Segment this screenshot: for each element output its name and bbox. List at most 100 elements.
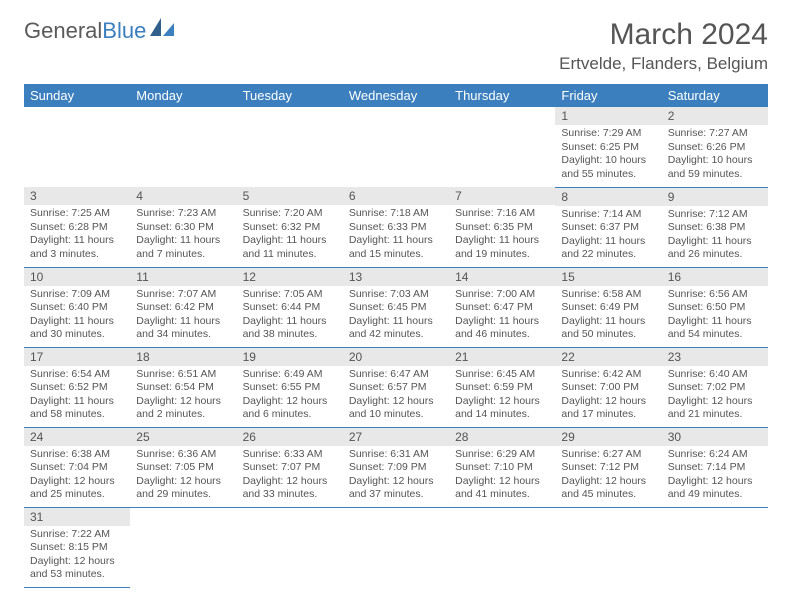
calendar-day-cell [555, 507, 661, 587]
day-number: 15 [555, 268, 661, 286]
calendar-day-cell: 15Sunrise: 6:58 AMSunset: 6:49 PMDayligh… [555, 267, 661, 347]
sunrise-text: Sunrise: 6:51 AM [136, 368, 230, 382]
calendar-day-cell: 4Sunrise: 7:23 AMSunset: 6:30 PMDaylight… [130, 187, 236, 267]
calendar-day-cell: 23Sunrise: 6:40 AMSunset: 7:02 PMDayligh… [662, 347, 768, 427]
sunset-text: Sunset: 6:52 PM [30, 381, 124, 395]
daylight-text: Daylight: 12 hours and 33 minutes. [243, 475, 337, 502]
day-number: 3 [24, 187, 130, 205]
calendar-day-cell: 22Sunrise: 6:42 AMSunset: 7:00 PMDayligh… [555, 347, 661, 427]
day-details: Sunrise: 7:03 AMSunset: 6:45 PMDaylight:… [343, 286, 449, 347]
calendar-day-cell [130, 107, 236, 187]
sunrise-text: Sunrise: 6:42 AM [561, 368, 655, 382]
calendar-week-row: 1Sunrise: 7:29 AMSunset: 6:25 PMDaylight… [24, 107, 768, 187]
calendar-day-cell: 12Sunrise: 7:05 AMSunset: 6:44 PMDayligh… [237, 267, 343, 347]
daylight-text: Daylight: 12 hours and 2 minutes. [136, 395, 230, 422]
calendar-day-cell: 7Sunrise: 7:16 AMSunset: 6:35 PMDaylight… [449, 187, 555, 267]
sunset-text: Sunset: 6:32 PM [243, 221, 337, 235]
sunset-text: Sunset: 8:15 PM [30, 541, 124, 555]
calendar-day-cell: 21Sunrise: 6:45 AMSunset: 6:59 PMDayligh… [449, 347, 555, 427]
calendar-day-cell: 5Sunrise: 7:20 AMSunset: 6:32 PMDaylight… [237, 187, 343, 267]
sunset-text: Sunset: 6:57 PM [349, 381, 443, 395]
day-number: 25 [130, 428, 236, 446]
calendar-day-cell: 14Sunrise: 7:00 AMSunset: 6:47 PMDayligh… [449, 267, 555, 347]
day-number: 8 [555, 188, 661, 206]
day-number: 24 [24, 428, 130, 446]
calendar-day-cell: 1Sunrise: 7:29 AMSunset: 6:25 PMDaylight… [555, 107, 661, 187]
day-details: Sunrise: 6:27 AMSunset: 7:12 PMDaylight:… [555, 446, 661, 507]
daylight-text: Daylight: 12 hours and 49 minutes. [668, 475, 762, 502]
calendar-day-cell: 30Sunrise: 6:24 AMSunset: 7:14 PMDayligh… [662, 427, 768, 507]
day-number: 21 [449, 348, 555, 366]
sunset-text: Sunset: 6:28 PM [30, 221, 124, 235]
calendar-day-cell: 19Sunrise: 6:49 AMSunset: 6:55 PMDayligh… [237, 347, 343, 427]
sunrise-text: Sunrise: 6:49 AM [243, 368, 337, 382]
daylight-text: Daylight: 11 hours and 3 minutes. [30, 234, 124, 261]
day-number: 7 [449, 187, 555, 205]
sunrise-text: Sunrise: 7:29 AM [561, 127, 655, 141]
day-number: 18 [130, 348, 236, 366]
day-number: 6 [343, 187, 449, 205]
daylight-text: Daylight: 12 hours and 21 minutes. [668, 395, 762, 422]
sunrise-text: Sunrise: 6:27 AM [561, 448, 655, 462]
sunset-text: Sunset: 6:54 PM [136, 381, 230, 395]
sunset-text: Sunset: 7:09 PM [349, 461, 443, 475]
day-details: Sunrise: 7:12 AMSunset: 6:38 PMDaylight:… [662, 206, 768, 267]
day-number: 4 [130, 187, 236, 205]
calendar-day-cell: 10Sunrise: 7:09 AMSunset: 6:40 PMDayligh… [24, 267, 130, 347]
sunrise-text: Sunrise: 6:24 AM [668, 448, 762, 462]
sunset-text: Sunset: 6:42 PM [136, 301, 230, 315]
calendar-day-cell: 11Sunrise: 7:07 AMSunset: 6:42 PMDayligh… [130, 267, 236, 347]
sunset-text: Sunset: 6:50 PM [668, 301, 762, 315]
calendar-day-cell: 25Sunrise: 6:36 AMSunset: 7:05 PMDayligh… [130, 427, 236, 507]
day-details: Sunrise: 7:22 AMSunset: 8:15 PMDaylight:… [24, 526, 130, 587]
day-number: 17 [24, 348, 130, 366]
day-number: 26 [237, 428, 343, 446]
day-number: 1 [555, 107, 661, 125]
sunrise-text: Sunrise: 6:38 AM [30, 448, 124, 462]
sunrise-text: Sunrise: 6:36 AM [136, 448, 230, 462]
daylight-text: Daylight: 11 hours and 34 minutes. [136, 315, 230, 342]
day-number: 2 [662, 107, 768, 125]
day-number: 27 [343, 428, 449, 446]
weekday-header: Friday [555, 84, 661, 107]
weekday-header: Sunday [24, 84, 130, 107]
sunrise-text: Sunrise: 6:54 AM [30, 368, 124, 382]
calendar-week-row: 31Sunrise: 7:22 AMSunset: 8:15 PMDayligh… [24, 507, 768, 587]
calendar-day-cell [237, 507, 343, 587]
weekday-header: Saturday [662, 84, 768, 107]
sunrise-text: Sunrise: 7:09 AM [30, 288, 124, 302]
daylight-text: Daylight: 12 hours and 37 minutes. [349, 475, 443, 502]
day-details: Sunrise: 6:40 AMSunset: 7:02 PMDaylight:… [662, 366, 768, 427]
calendar-day-cell: 3Sunrise: 7:25 AMSunset: 6:28 PMDaylight… [24, 187, 130, 267]
day-details: Sunrise: 6:31 AMSunset: 7:09 PMDaylight:… [343, 446, 449, 507]
sunset-text: Sunset: 6:33 PM [349, 221, 443, 235]
calendar-day-cell: 29Sunrise: 6:27 AMSunset: 7:12 PMDayligh… [555, 427, 661, 507]
day-number: 12 [237, 268, 343, 286]
daylight-text: Daylight: 11 hours and 54 minutes. [668, 315, 762, 342]
sunrise-text: Sunrise: 6:33 AM [243, 448, 337, 462]
logo-text-2: Blue [102, 18, 146, 44]
daylight-text: Daylight: 11 hours and 30 minutes. [30, 315, 124, 342]
sunrise-text: Sunrise: 6:56 AM [668, 288, 762, 302]
calendar-week-row: 10Sunrise: 7:09 AMSunset: 6:40 PMDayligh… [24, 267, 768, 347]
calendar-day-cell: 26Sunrise: 6:33 AMSunset: 7:07 PMDayligh… [237, 427, 343, 507]
day-number: 29 [555, 428, 661, 446]
daylight-text: Daylight: 12 hours and 41 minutes. [455, 475, 549, 502]
daylight-text: Daylight: 11 hours and 7 minutes. [136, 234, 230, 261]
day-details: Sunrise: 7:25 AMSunset: 6:28 PMDaylight:… [24, 205, 130, 266]
daylight-text: Daylight: 12 hours and 17 minutes. [561, 395, 655, 422]
sunset-text: Sunset: 6:44 PM [243, 301, 337, 315]
calendar-day-cell: 28Sunrise: 6:29 AMSunset: 7:10 PMDayligh… [449, 427, 555, 507]
day-details: Sunrise: 7:27 AMSunset: 6:26 PMDaylight:… [662, 125, 768, 186]
day-details: Sunrise: 6:58 AMSunset: 6:49 PMDaylight:… [555, 286, 661, 347]
day-details: Sunrise: 7:29 AMSunset: 6:25 PMDaylight:… [555, 125, 661, 186]
day-details: Sunrise: 6:42 AMSunset: 7:00 PMDaylight:… [555, 366, 661, 427]
day-number: 5 [237, 187, 343, 205]
calendar-day-cell [24, 107, 130, 187]
sunrise-text: Sunrise: 6:40 AM [668, 368, 762, 382]
sunset-text: Sunset: 6:38 PM [668, 221, 762, 235]
sunset-text: Sunset: 7:12 PM [561, 461, 655, 475]
day-number: 19 [237, 348, 343, 366]
calendar-day-cell [343, 107, 449, 187]
day-details: Sunrise: 6:33 AMSunset: 7:07 PMDaylight:… [237, 446, 343, 507]
